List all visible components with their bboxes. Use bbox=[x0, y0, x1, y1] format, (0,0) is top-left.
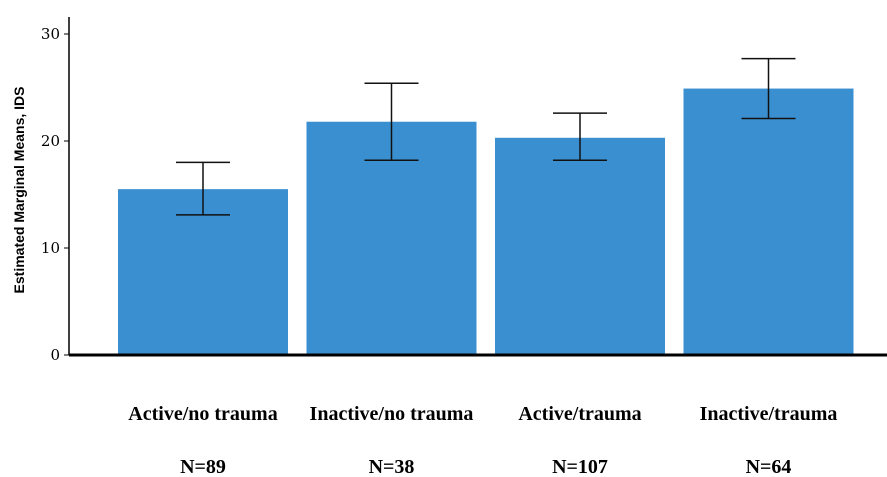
sample-size-label-1: N=38 bbox=[369, 456, 415, 477]
y-tick-label-20: 20 bbox=[41, 132, 60, 150]
y-axis-ticks: 0 10 20 30 bbox=[41, 25, 69, 364]
sample-size-label-2: N=107 bbox=[552, 456, 608, 477]
bar-0 bbox=[118, 189, 288, 355]
category-label-3: Inactive/trauma bbox=[700, 403, 838, 425]
y-tick-label-30: 30 bbox=[41, 25, 60, 43]
y-tick-label-10: 10 bbox=[41, 239, 60, 257]
category-label-0: Active/no trauma bbox=[128, 403, 277, 425]
category-label-1: Inactive/no trauma bbox=[310, 403, 474, 425]
sample-size-label-0: N=89 bbox=[180, 456, 226, 477]
category-labels: Active/no trauma Inactive/no trauma Active… bbox=[128, 403, 837, 425]
bars bbox=[118, 88, 854, 356]
category-label-2: Active/trauma bbox=[518, 403, 641, 425]
sample-size-label-3: N=64 bbox=[746, 456, 792, 477]
bar-3 bbox=[683, 88, 854, 355]
sample-size-labels: N=89 N=38 N=107 N=64 bbox=[180, 456, 791, 477]
error-bars bbox=[176, 57, 796, 216]
bar-2 bbox=[495, 137, 665, 355]
y-axis-label: Estimated Marginal Means, IDS bbox=[11, 87, 27, 294]
y-tick-label-0: 0 bbox=[50, 346, 60, 364]
